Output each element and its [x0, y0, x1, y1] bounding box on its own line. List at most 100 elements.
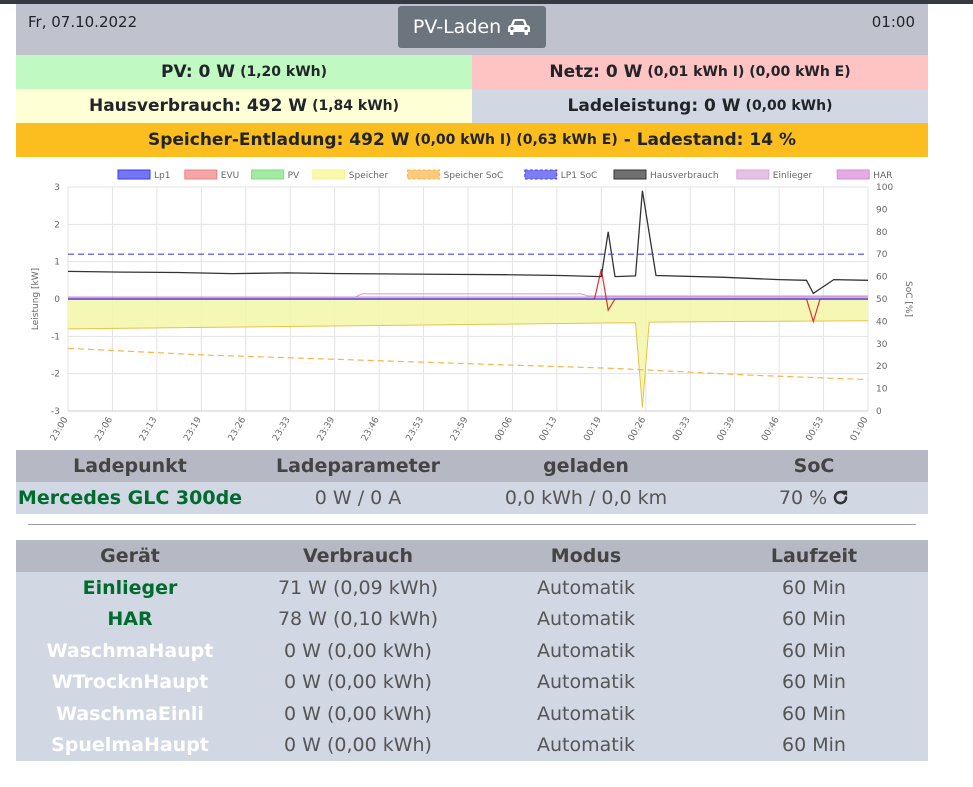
geraet-row: HAR 78 W (0,10 kWh) Automatik 60 Min — [16, 603, 928, 635]
pv-detail: (1,20 kWh) — [240, 64, 327, 80]
x-tick-label: 23:33 — [271, 416, 293, 443]
legend-swatch-lp1-soc — [524, 169, 558, 180]
time-display: 01:00 — [871, 13, 915, 31]
geraete-table: Gerät Verbrauch Modus Laufzeit Einlieger… — [16, 540, 928, 761]
legend-label-speicher: Speicher — [349, 171, 389, 181]
x-tick-label: 23:26 — [227, 415, 249, 443]
geraet-modus: Automatik — [472, 729, 700, 761]
geraet-row: WaschmaHaupt 0 W (0,00 kWh) Automatik 60… — [16, 635, 928, 667]
summary-row-3: Speicher-Entladung: 492 W (0,00 kWh I) (… — [16, 123, 928, 157]
legend-swatch-hausverbrauch — [613, 169, 647, 180]
header-ladepunkt: Ladepunkt — [16, 450, 244, 482]
geraet-modus: Automatik — [472, 635, 700, 667]
x-tick-label: 00:26 — [627, 415, 649, 443]
power-chart: 3 2 1 0 -1 -2 -3 100 90 80 70 60 50 40 30 20 10 0 23:00 23:… — [16, 158, 928, 448]
geraet-row: SpuelmaHaupt 0 W (0,00 kWh) Automatik 60… — [16, 729, 928, 761]
x-tick-label: 23:06 — [93, 415, 115, 443]
geraet-laufzeit: 60 Min — [700, 635, 928, 667]
netz-summary: Netz: 0 W (0,01 kWh I) (0,00 kWh E) — [472, 55, 928, 89]
ladepunkt-parameter: 0 W / 0 A — [244, 482, 472, 514]
ladepunkt-soc-cell: 70 % — [700, 482, 928, 514]
y-right-tick-label: 20 — [876, 362, 888, 372]
x-tick-label: 00:33 — [671, 416, 693, 443]
y-left-tick-label: 3 — [54, 183, 60, 193]
speicher-detail: (0,00 kWh I) (0,63 kWh E) — [414, 132, 618, 148]
geraet-modus: Automatik — [472, 603, 700, 635]
x-tick-label: 23:00 — [49, 415, 71, 443]
ladepunkt-table: Ladepunkt Ladeparameter geladen SoC Merc… — [16, 450, 928, 514]
geraet-modus: Automatik — [472, 666, 700, 698]
geraet-laufzeit: 60 Min — [700, 666, 928, 698]
x-tick-label: 00:06 — [493, 415, 515, 443]
series-hausverbrauch-line — [67, 190, 869, 295]
speicher-summary: Speicher-Entladung: 492 W (0,00 kWh I) (… — [16, 123, 928, 157]
geraet-laufzeit: 60 Min — [700, 698, 928, 730]
legend-label-einlieger: Einlieger — [773, 171, 813, 181]
x-tick-label: 01:00 — [849, 415, 871, 443]
ladeleistung-detail: (0,00 kWh) — [745, 98, 833, 114]
x-tick-label: 00:53 — [805, 416, 827, 443]
x-tick-label: 23:13 — [138, 416, 160, 443]
geraet-verbrauch: 0 W (0,00 kWh) — [244, 698, 472, 730]
y-left-tick-label: 0 — [54, 295, 60, 305]
ladepunkt-header-row: Ladepunkt Ladeparameter geladen SoC — [16, 450, 928, 482]
y-right-tick-label: 40 — [876, 317, 888, 327]
x-tick-label: 23:59 — [449, 415, 471, 443]
summary-row-2: Hausverbrauch: 492 W (1,84 kWh) Ladeleis… — [16, 89, 928, 123]
header-geladen: geladen — [472, 450, 700, 482]
x-tick-label: 23:53 — [405, 416, 427, 443]
header-laufzeit: Laufzeit — [700, 540, 928, 572]
hausverbrauch-label: Hausverbrauch: 492 W — [88, 96, 308, 116]
ladepunkt-row: Mercedes GLC 300de 0 W / 0 A 0,0 kWh / 0… — [16, 482, 928, 514]
header-soc: SoC — [700, 450, 928, 482]
ladepunkt-name[interactable]: Mercedes GLC 300de — [16, 482, 244, 514]
legend-swatch-har — [836, 169, 870, 180]
geraet-verbrauch: 0 W (0,00 kWh) — [244, 666, 472, 698]
series-speicher-soc-line — [67, 347, 869, 381]
hausverbrauch-summary: Hausverbrauch: 492 W (1,84 kWh) — [16, 89, 472, 123]
y-right-tick-label: 60 — [876, 273, 888, 283]
speicher-label: Speicher-Entladung: 492 W — [147, 130, 410, 150]
pv-label: PV: 0 W — [160, 62, 236, 82]
legend-label-hausverbrauch: Hausverbrauch — [650, 171, 719, 181]
legend-swatch-einlieger — [736, 169, 770, 180]
car-icon — [508, 19, 531, 35]
legend-swatch-evu — [184, 169, 218, 180]
y-left-tick-label: -3 — [51, 407, 60, 417]
geraet-name[interactable]: WTrocknHaupt — [16, 666, 244, 698]
hausverbrauch-detail: (1,84 kWh) — [312, 98, 400, 114]
legend-label-pv: PV — [288, 171, 300, 181]
y-left-tick-label: -2 — [51, 370, 60, 380]
legend-label-lp1: Lp1 — [154, 171, 170, 181]
y-right-tick-label: 100 — [876, 183, 893, 193]
x-tick-label: 23:19 — [182, 415, 204, 443]
geraet-verbrauch: 0 W (0,00 kWh) — [244, 635, 472, 667]
netz-label: Netz: 0 W — [549, 62, 643, 82]
y-right-tick-label: 70 — [876, 250, 888, 260]
series-speicher-area — [68, 299, 868, 408]
geraet-name[interactable]: WaschmaHaupt — [16, 635, 244, 667]
geraet-name[interactable]: WaschmaEinli — [16, 698, 244, 730]
geraet-name[interactable]: HAR — [16, 603, 244, 635]
section-divider — [28, 524, 916, 525]
charge-mode-button[interactable]: PV-Laden — [398, 6, 546, 48]
geraet-name[interactable]: Einlieger — [16, 572, 244, 604]
x-tick-label: 00:19 — [582, 415, 604, 443]
x-tick-label: 23:46 — [360, 415, 382, 443]
geraet-name[interactable]: SpuelmaHaupt — [16, 729, 244, 761]
x-tick-label: 23:39 — [316, 415, 338, 443]
series-speicher-line — [67, 320, 869, 408]
y-left-tick-label: 1 — [54, 258, 60, 268]
refresh-icon[interactable] — [832, 489, 849, 506]
geraet-verbrauch: 78 W (0,10 kWh) — [244, 603, 472, 635]
date-display: Fr, 07.10.2022 — [28, 13, 138, 31]
geraet-verbrauch: 0 W (0,00 kWh) — [244, 729, 472, 761]
legend-label-speicher-soc: Speicher SoC — [444, 171, 504, 181]
geraet-row: Einlieger 71 W (0,09 kWh) Automatik 60 M… — [16, 572, 928, 604]
legend-swatch-pv — [251, 169, 285, 180]
y-right-tick-label: 80 — [876, 228, 888, 238]
header-modus: Modus — [472, 540, 700, 572]
geraet-row: WTrocknHaupt 0 W (0,00 kWh) Automatik 60… — [16, 666, 928, 698]
x-tick-label: 00:13 — [538, 416, 560, 443]
